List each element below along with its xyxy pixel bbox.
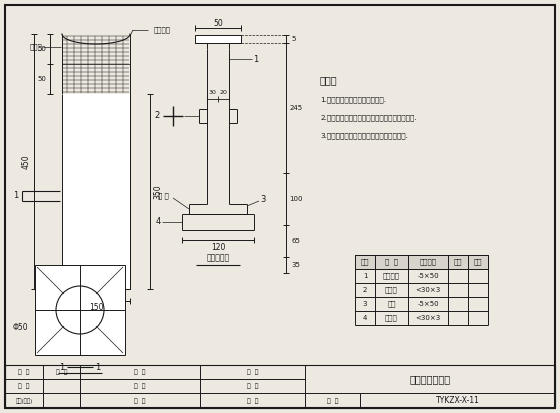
Text: 电缆标志桩做法: 电缆标志桩做法 — [409, 374, 451, 385]
Text: 编号: 编号 — [361, 259, 369, 265]
Text: 4: 4 — [155, 218, 161, 226]
Text: 标志铁板: 标志铁板 — [153, 27, 170, 33]
Text: 50: 50 — [38, 76, 46, 82]
Text: 红水泥: 红水泥 — [29, 44, 42, 50]
Bar — [355, 255, 488, 269]
Text: 450: 450 — [21, 154, 30, 169]
Text: 1.套头及转变处均应设置标志桩.: 1.套头及转变处均应设置标志桩. — [320, 97, 386, 103]
Bar — [195, 35, 241, 43]
Text: 245: 245 — [290, 105, 302, 111]
Bar — [35, 265, 125, 355]
Text: 筋板: 筋板 — [388, 301, 396, 307]
Text: 3.浇制标志桩时应对应标志桩模板敲制印记.: 3.浇制标志桩时应对应标志桩模板敲制印记. — [320, 133, 408, 139]
Text: 1: 1 — [59, 363, 64, 372]
Text: 日  期: 日 期 — [247, 369, 258, 375]
Text: 图  号: 图 号 — [326, 398, 338, 404]
Text: 100: 100 — [290, 196, 303, 202]
Text: 1: 1 — [13, 192, 18, 200]
Text: 5: 5 — [292, 36, 296, 42]
Text: 标志桩内筋: 标志桩内筋 — [207, 254, 230, 263]
Text: <30×3: <30×3 — [416, 287, 441, 293]
Text: 制  图: 制 图 — [134, 384, 146, 389]
Text: 名  称: 名 称 — [385, 259, 398, 265]
Text: 单位: 单位 — [454, 259, 462, 265]
Text: 标  准: 标 准 — [18, 369, 30, 375]
Text: 标志铁板: 标志铁板 — [383, 273, 400, 279]
Text: Φ50: Φ50 — [12, 323, 28, 332]
Text: 2.必须在道路上设置时应将其上表面与地面平齐.: 2.必须在道路上设置时应将其上表面与地面平齐. — [320, 115, 417, 121]
Text: 焊 接: 焊 接 — [157, 193, 169, 199]
Text: 1: 1 — [363, 273, 367, 279]
Text: 35: 35 — [292, 262, 300, 268]
Text: 4: 4 — [363, 315, 367, 321]
Text: 50: 50 — [213, 19, 223, 28]
Text: 150: 150 — [88, 304, 103, 313]
Text: 120: 120 — [211, 242, 225, 252]
Text: 审  核: 审 核 — [18, 384, 30, 389]
Text: 20: 20 — [219, 90, 227, 95]
Text: -5×50: -5×50 — [417, 301, 439, 307]
Text: 日  期: 日 期 — [247, 398, 258, 404]
Text: 350: 350 — [153, 184, 162, 199]
Bar — [62, 94, 130, 289]
Text: 比  例: 比 例 — [134, 398, 146, 404]
Text: 部门(存档): 部门(存档) — [15, 398, 32, 404]
Text: 设  计: 设 计 — [134, 369, 146, 375]
Text: 1: 1 — [95, 363, 101, 372]
Text: 2: 2 — [363, 287, 367, 293]
Text: -5×50: -5×50 — [417, 273, 439, 279]
Text: 校  核: 校 核 — [247, 384, 258, 389]
Text: 1: 1 — [253, 55, 259, 64]
Text: 主角钢: 主角钢 — [385, 287, 398, 293]
Text: TYKZX-X-11: TYKZX-X-11 — [436, 396, 479, 405]
Text: 附注：: 附注： — [320, 75, 338, 85]
Text: 槽圆板: 槽圆板 — [385, 315, 398, 321]
Text: 3: 3 — [260, 195, 265, 204]
Bar — [5, 365, 555, 408]
Text: 3: 3 — [363, 301, 367, 307]
Text: <30×3: <30×3 — [416, 315, 441, 321]
Text: 数量: 数量 — [474, 259, 482, 265]
Text: 会  签: 会 签 — [56, 369, 67, 375]
Text: 规格型号: 规格型号 — [419, 259, 436, 265]
Text: 65: 65 — [292, 238, 300, 244]
Text: 50: 50 — [38, 46, 46, 52]
Text: 2: 2 — [155, 112, 160, 121]
Text: 30: 30 — [208, 90, 216, 95]
